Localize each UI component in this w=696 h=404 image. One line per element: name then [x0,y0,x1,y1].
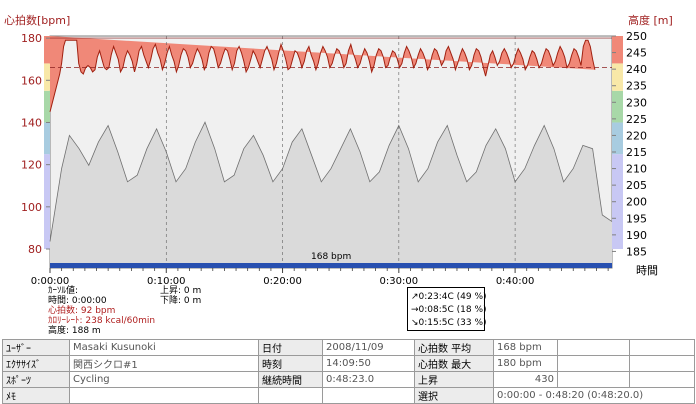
zone-band-right-4 [612,36,623,64]
heart-rate-line [49,39,596,113]
avg-hr-label: 168 bpm [311,252,351,262]
hr-avg-label: 心拍数 平均 [414,339,494,356]
ascent-label: 上昇 [414,371,494,388]
hr-avg-value: 168 bpm [493,339,558,356]
arrow-right-icon: → [411,305,419,315]
cursor-descent: 下降: 0 m [160,296,202,306]
altitude-area [50,122,612,268]
date-value: 2008/11/09 [322,339,415,356]
y-right-title: 高度 [m] [628,13,673,27]
sport-label: ｽﾎﾟｰﾂ [2,371,70,388]
zone-band-left-4 [44,36,50,64]
y-right-tick-label-3: 200 [626,196,647,209]
cursor-title: ｶｰｿﾙ値: [48,286,79,296]
zone-down-time: ↘0:15:5C (33 %) [411,318,487,328]
zone-band-left-2 [44,90,50,123]
y-right-tick-label-8: 225 [626,113,647,126]
zone-up-time: ↗0:23:4C (49 %) [411,292,487,302]
exercise-label: ｴｸｻｻｲｽﾞ [2,355,70,372]
selection-label: 選択 [414,387,494,404]
avg-hr-bar [50,263,612,268]
selection-value: 0:00:00 - 0:48:20 (0:48:20.0) [493,387,695,404]
y-left-tick-label-5: 180 [21,32,42,45]
y-left-tick-label-1: 100 [21,201,42,214]
table-row: ﾕｰｻﾞｰ Masaki Kusunoki 日付 2008/11/09 心拍数 … [2,339,695,356]
cursor-time: 時間: 0:00:00 [48,296,107,306]
x-tick-label-4: 0:40:00 [496,276,535,287]
exercise-info-table: ﾕｰｻﾞｰ Masaki Kusunoki 日付 2008/11/09 心拍数 … [2,339,695,404]
hr-max-value: 180 bpm [493,355,558,372]
duration-value: 0:48:23.0 [322,371,415,388]
duration-label: 継続時間 [258,371,323,388]
y-right-tick-label-11: 240 [626,63,647,76]
date-label: 日付 [258,339,323,356]
y-right-tick-label-7: 220 [626,129,647,142]
y-right-tick-label-10: 235 [626,80,647,93]
zone-band-left-1 [44,122,50,155]
hr-max-label: 心拍数 最大 [414,355,494,372]
cursor-altitude: 高度: 188 m [48,326,101,336]
zone-band-right-3 [612,63,623,91]
x-tick-label-1: 0:10:00 [147,276,186,287]
ascent-value: 430 [493,371,558,388]
x-tick-label-0: 0:00:00 [31,276,70,287]
zone-band-right-0 [612,154,623,250]
altitude-line [49,121,613,242]
y-right-tick-label-1: 190 [626,229,647,242]
y-right-tick-label-6: 215 [626,146,647,159]
time-value: 14:09:50 [322,355,415,372]
zone-band-right-2 [612,90,623,123]
exercise-value: 関西シクロ#1 [69,355,259,372]
hr-zone-summary: ↗0:23:4C (49 %) →0:08:5C (18 %) ↘0:15:5C… [407,287,487,331]
y-right-tick-label-5: 210 [626,163,647,176]
cursor-ascent: 上昇: 0 m [160,286,202,296]
y-left-tick-label-3: 140 [21,116,42,129]
y-right-tick-label-2: 195 [626,212,647,225]
y-right-tick-label-0: 185 [626,245,647,258]
zone-band-left-0 [44,154,50,250]
user-label: ﾕｰｻﾞｰ [2,339,70,356]
sport-value: Cycling [69,371,259,388]
y-right-tick-label-4: 205 [626,179,647,192]
y-right-tick-label-9: 230 [626,96,647,109]
memo-value[interactable] [69,387,259,404]
x-tick-label-2: 0:20:00 [263,276,302,287]
zone-band-right-1 [612,122,623,155]
y-left-tick-label-0: 80 [28,243,42,256]
table-row: ｽﾎﾟｰﾂ Cycling 継続時間 0:48:23.0 上昇 430 [2,371,695,388]
time-label: 時刻 [258,355,323,372]
zone-band-left-3 [44,63,50,91]
arrow-up-icon: ↗ [411,292,419,302]
cursor-hr: 心拍数: 92 bpm [48,306,116,316]
y-right-tick-label-13: 250 [626,30,647,43]
x-axis-unit: 時間 [636,264,658,277]
user-value: Masaki Kusunoki [69,339,259,356]
y-left-title: 心拍数[bpm] [4,13,70,27]
x-tick-label-3: 0:30:00 [380,276,419,287]
heart-rate-altitude-chart: 168 bpm 80 100 120 140 160 180 185 190 195 200 205… [4,13,673,287]
y-right-tick-label-12: 245 [626,47,647,60]
table-row: ｴｸｻｻｲｽﾞ 関西シクロ#1 時刻 14:09:50 心拍数 最大 180 b… [2,355,695,372]
zone-in-time: →0:08:5C (18 %) [411,305,487,315]
table-row: ﾒﾓ 選択 0:00:00 - 0:48:20 (0:48:20.0) [2,387,695,404]
arrow-down-icon: ↘ [411,318,419,328]
cursor-calorie: ｶﾛﾘｰﾚｰﾄ: 238 kcal/60min [48,316,156,326]
memo-label: ﾒﾓ [2,387,70,404]
y-left-tick-label-4: 160 [21,74,42,87]
y-left-tick-label-2: 120 [21,159,42,172]
